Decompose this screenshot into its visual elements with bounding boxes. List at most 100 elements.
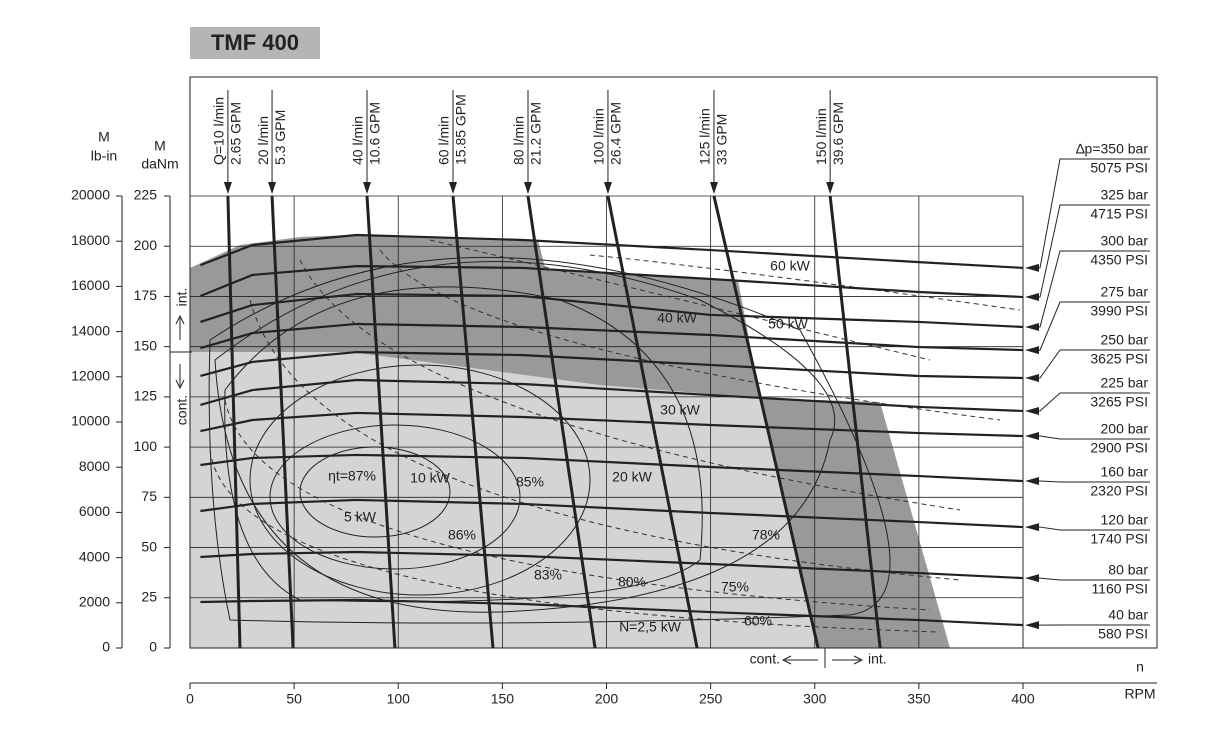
x-tick-label: 0 <box>186 691 194 707</box>
y2-tick-label: 20000 <box>71 187 110 203</box>
y2-tick-label: 6000 <box>79 503 110 519</box>
pressure-psi: 2900 PSI <box>1090 440 1148 456</box>
x-label: n <box>1136 659 1144 675</box>
pressure-psi: 3990 PSI <box>1090 303 1148 319</box>
flow-label: 125 l/min <box>697 108 713 165</box>
flow-gpm: 5.3 GPM <box>272 110 288 165</box>
pressure-leader <box>1027 578 1150 580</box>
curve-label: 80% <box>618 574 646 590</box>
pressure-arrow <box>1025 523 1039 531</box>
pressure-psi: 3265 PSI <box>1090 394 1148 410</box>
y-label: M <box>154 138 166 154</box>
y2-tick-label: 8000 <box>79 458 110 474</box>
y2-unit: lb-in <box>91 148 117 164</box>
y-tick-label: 175 <box>134 287 158 303</box>
cont-label: cont. <box>174 395 190 425</box>
x-tick-label: 150 <box>491 691 515 707</box>
curve-label: 30 kW <box>660 402 700 418</box>
flow-gpm: 26.4 GPM <box>608 102 624 165</box>
y2-tick-label: 2000 <box>79 594 110 610</box>
curve-label: 40 kW <box>657 310 697 326</box>
cont-int-arrows <box>783 656 862 664</box>
y-tick-label: 225 <box>134 187 158 203</box>
flow-label: 100 l/min <box>591 108 607 165</box>
y2-tick-label: 14000 <box>71 322 110 338</box>
flow-arrow <box>826 182 834 194</box>
x-tick-label: 350 <box>907 691 931 707</box>
y2-tick-label: 16000 <box>71 277 110 293</box>
pressure-label: 250 bar <box>1101 332 1149 348</box>
pressure-arrow <box>1025 477 1039 485</box>
flow-label: 20 l/min <box>255 116 271 165</box>
pressure-label: 160 bar <box>1101 464 1149 480</box>
pressure-arrow <box>1025 264 1039 272</box>
y-tick-label: 50 <box>141 538 157 554</box>
y-tick-label: 0 <box>149 639 157 655</box>
curve-label: 83% <box>534 567 562 583</box>
curve-label: 10 kW <box>410 470 450 486</box>
flow-label: 80 l/min <box>511 116 527 165</box>
flow-gpm: 21.2 GPM <box>528 102 544 165</box>
pressure-label: 40 bar <box>1108 607 1148 623</box>
flow-arrow <box>710 182 718 194</box>
pressure-label: 300 bar <box>1101 233 1149 249</box>
curve-label: 75% <box>721 579 749 595</box>
pressure-arrow <box>1025 323 1039 331</box>
pressure-label: 80 bar <box>1108 562 1148 578</box>
y2-tick-label: 10000 <box>71 413 110 429</box>
flow-arrow <box>363 182 371 194</box>
y-tick-label: 25 <box>141 588 157 604</box>
y-tick-label: 75 <box>141 488 157 504</box>
pressure-label: 120 bar <box>1101 512 1149 528</box>
x-tick-label: 200 <box>595 691 619 707</box>
flow-arrow <box>224 182 232 194</box>
flow-label: 60 l/min <box>436 116 452 165</box>
pressure-label: 325 bar <box>1101 187 1149 203</box>
y-unit: daNm <box>141 156 178 172</box>
chart-title: TMF 400 <box>211 30 299 55</box>
x-tick-label: 50 <box>286 691 302 707</box>
curve-label: 20 kW <box>612 469 652 485</box>
curve-label: 60 kW <box>770 258 810 274</box>
flow-label: 150 l/min <box>813 108 829 165</box>
int-label: int. <box>868 651 887 667</box>
x-unit: RPM <box>1124 686 1155 702</box>
pressure-arrow <box>1025 574 1039 582</box>
flow-gpm: 2.65 GPM <box>228 102 244 165</box>
flow-gpm: 15.85 GPM <box>453 94 469 165</box>
x-tick-label: 100 <box>387 691 411 707</box>
pressure-arrow <box>1025 293 1039 301</box>
pressure-label: 275 bar <box>1101 284 1149 300</box>
pressure-arrow <box>1025 374 1039 382</box>
flow-arrow <box>449 182 457 194</box>
pressure-psi: 2320 PSI <box>1090 483 1148 499</box>
x-tick-label: 250 <box>699 691 723 707</box>
flow-arrow <box>604 182 612 194</box>
pressure-label: 200 bar <box>1101 421 1149 437</box>
x-tick-label: 300 <box>803 691 827 707</box>
pressure-arrow <box>1025 621 1039 629</box>
pressure-psi: 5075 PSI <box>1090 160 1148 176</box>
pressure-psi: 4350 PSI <box>1090 252 1148 268</box>
y-tick-label: 200 <box>134 237 158 253</box>
pressure-arrow <box>1025 407 1039 415</box>
pressure-psi: 3625 PSI <box>1090 351 1148 367</box>
flow-gpm: 33 GPM <box>714 114 730 165</box>
y-tick-label: 150 <box>134 337 158 353</box>
y2-tick-label: 4000 <box>79 548 110 564</box>
y-tick-label: 100 <box>134 438 158 454</box>
y2-tick-label: 12000 <box>71 368 110 384</box>
flow-arrow <box>524 182 532 194</box>
pressure-psi: 4715 PSI <box>1090 206 1148 222</box>
curve-label: 78% <box>752 527 780 543</box>
flow-gpm: 10.6 GPM <box>367 102 383 165</box>
flow-gpm: 39.6 GPM <box>830 102 846 165</box>
y-tick-label: 125 <box>134 388 158 404</box>
pressure-psi: 580 PSI <box>1098 626 1148 642</box>
pressure-psi: 1160 PSI <box>1091 581 1148 597</box>
flow-label: Q=10 l/min <box>211 97 227 165</box>
curve-label: 85% <box>516 474 544 490</box>
pressure-label: ∆p=350 bar <box>1076 141 1148 157</box>
flow-label: 40 l/min <box>350 116 366 165</box>
